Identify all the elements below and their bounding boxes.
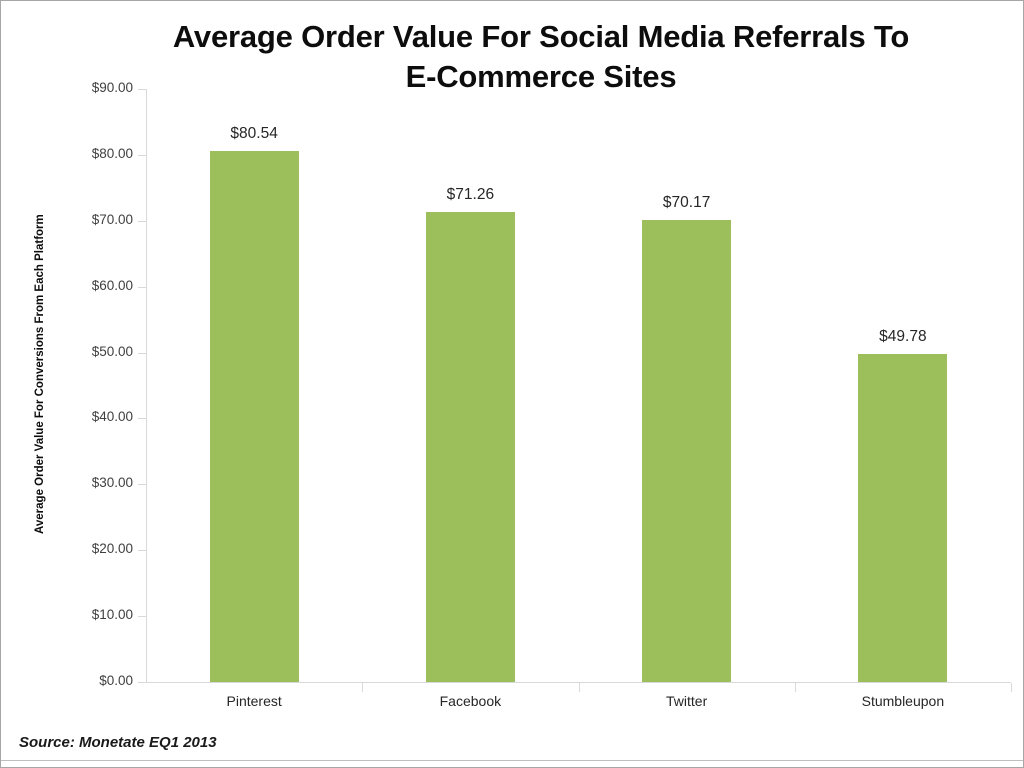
x-axis-tick bbox=[794, 683, 796, 692]
x-axis-tick bbox=[578, 683, 580, 692]
y-axis-tick-label: $10.00 bbox=[91, 607, 133, 623]
y-axis-tick-label: $50.00 bbox=[91, 343, 133, 359]
y-axis-tick bbox=[138, 616, 146, 618]
y-axis-tick-label: $60.00 bbox=[91, 277, 133, 293]
y-axis-tick-label: $30.00 bbox=[91, 475, 133, 491]
chart-title-line-1: Average Order Value For Social Media Ref… bbox=[172, 19, 910, 54]
bar-twitter[interactable] bbox=[642, 219, 732, 682]
y-axis-tick-label: $70.00 bbox=[91, 211, 133, 227]
y-axis-tick-label: $40.00 bbox=[91, 409, 133, 425]
bar-value-label: $80.54 bbox=[230, 125, 278, 143]
chart-title: Average Order Value For Social Media Ref… bbox=[111, 17, 971, 98]
x-axis-label-pinterest: Pinterest bbox=[226, 693, 282, 709]
y-axis-line bbox=[146, 89, 147, 683]
footer-divider bbox=[1, 760, 1023, 761]
y-axis-tick-label: $20.00 bbox=[91, 541, 133, 557]
y-axis-tick bbox=[138, 154, 146, 156]
x-axis-line bbox=[146, 682, 1011, 683]
y-axis-tick-label: $90.00 bbox=[91, 80, 133, 95]
x-axis-label-twitter: Twitter bbox=[666, 693, 708, 709]
bar-value-label: $71.26 bbox=[446, 186, 495, 204]
source-note: Source: Monetate EQ1 2013 bbox=[19, 734, 217, 751]
y-axis-tick bbox=[138, 550, 146, 552]
bar-value-label: $49.78 bbox=[879, 328, 927, 345]
x-axis-tick bbox=[362, 683, 364, 692]
x-axis-tick bbox=[1011, 683, 1012, 692]
x-axis-label-facebook: Facebook bbox=[439, 693, 502, 709]
y-axis-tick-label: $0.00 bbox=[99, 673, 133, 688]
y-axis-tick bbox=[138, 352, 146, 354]
y-axis-tick bbox=[138, 286, 146, 288]
bar-value-label: $70.17 bbox=[662, 193, 711, 211]
bar-stumbleupon[interactable] bbox=[858, 354, 948, 682]
y-axis-tick bbox=[138, 484, 146, 486]
y-axis-tick bbox=[138, 220, 146, 222]
chart-title-line-2: E-Commerce Sites bbox=[405, 59, 677, 95]
y-axis-title: Average Order Value For Conversions From… bbox=[34, 214, 46, 534]
y-axis-tick bbox=[138, 682, 146, 683]
x-axis-label-stumbleupon: Stumbleupon bbox=[861, 693, 945, 709]
bar-facebook[interactable] bbox=[425, 212, 515, 682]
bar-pinterest[interactable] bbox=[209, 151, 299, 682]
y-axis-tick bbox=[138, 89, 146, 90]
y-axis-tick-label: $80.00 bbox=[91, 145, 133, 161]
y-axis-tick bbox=[138, 418, 146, 420]
